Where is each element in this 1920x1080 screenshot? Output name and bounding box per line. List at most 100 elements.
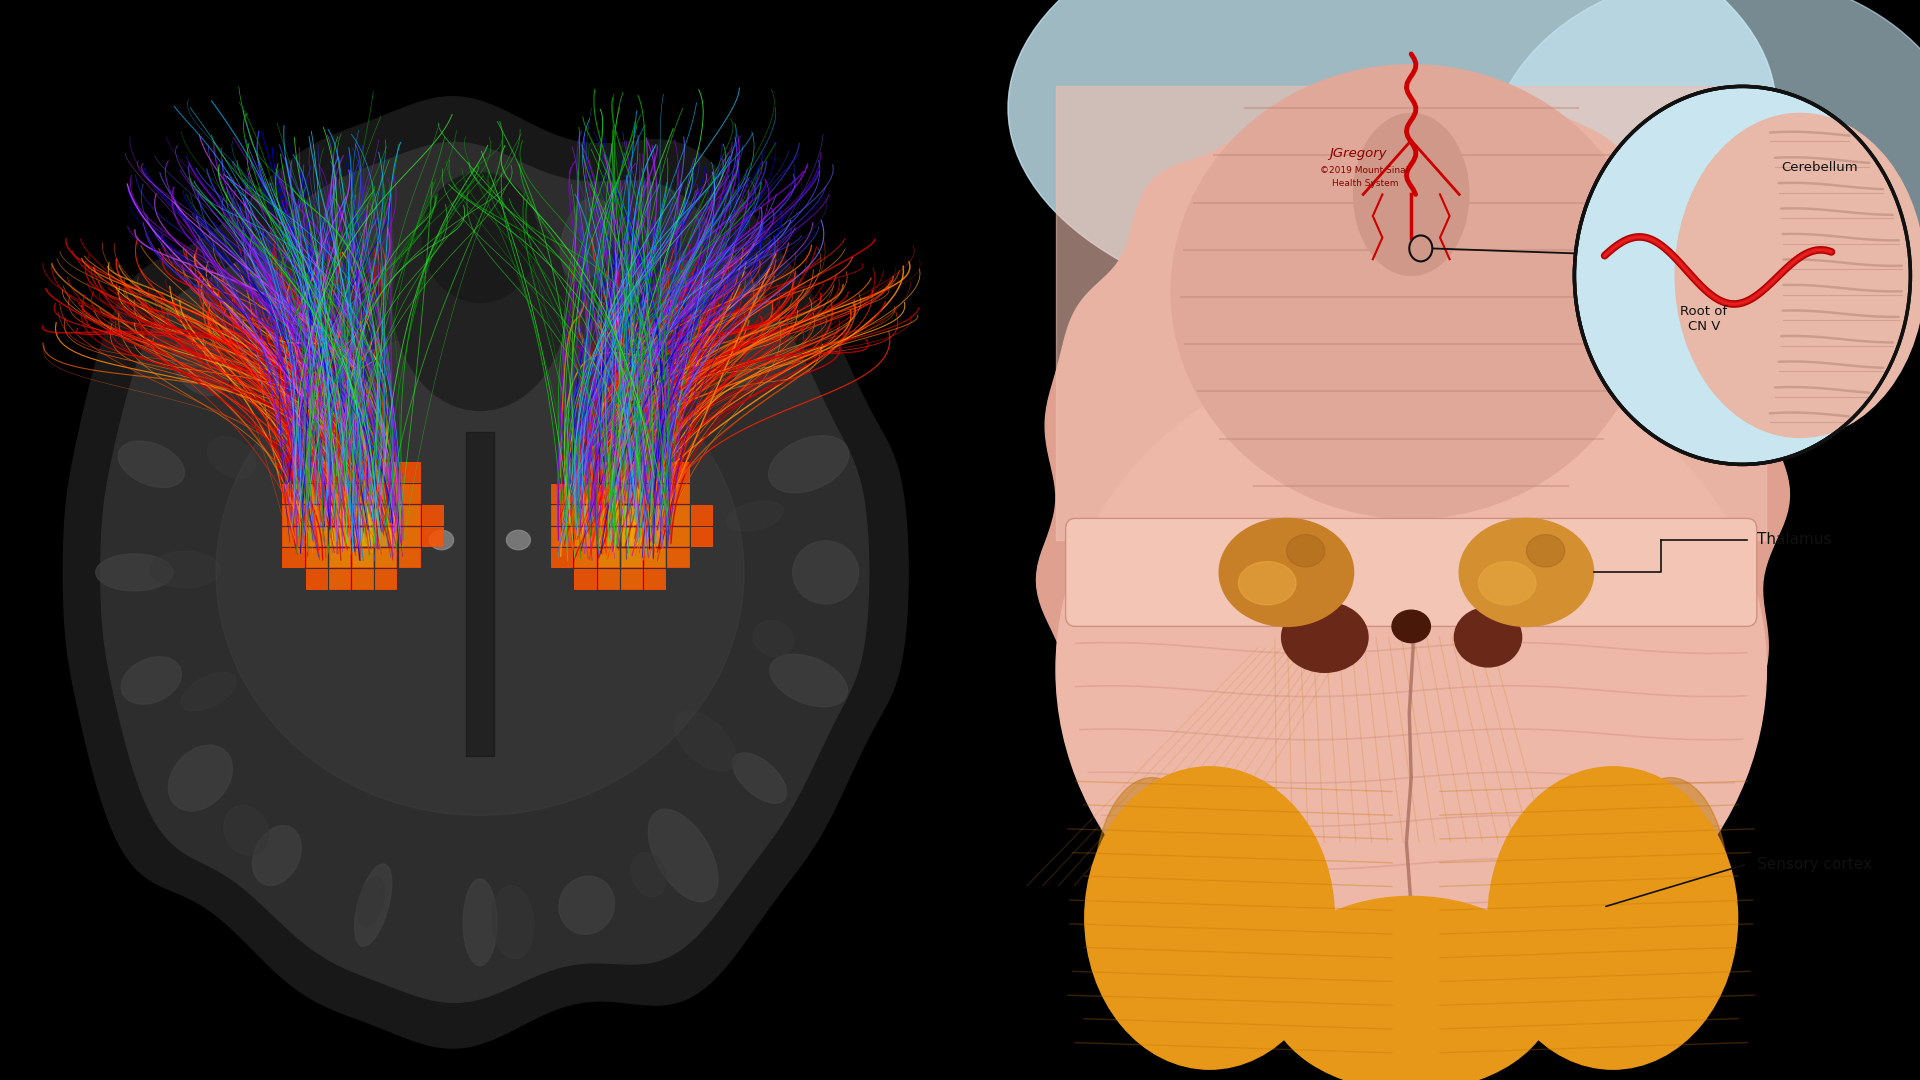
Bar (597, 548, 618, 567)
Bar (574, 569, 595, 589)
Ellipse shape (1171, 65, 1651, 518)
Ellipse shape (492, 242, 534, 326)
Ellipse shape (1354, 113, 1469, 275)
Bar (620, 569, 641, 589)
Bar (574, 484, 595, 503)
Ellipse shape (357, 877, 384, 927)
Bar (620, 505, 641, 525)
Ellipse shape (649, 809, 718, 902)
Ellipse shape (96, 554, 173, 591)
Bar (399, 505, 420, 525)
Ellipse shape (1267, 896, 1555, 1080)
Ellipse shape (1085, 767, 1334, 1069)
Ellipse shape (119, 441, 184, 487)
Bar (305, 527, 326, 546)
Bar (551, 548, 572, 567)
Text: Root of
CN V: Root of CN V (1680, 305, 1728, 333)
Ellipse shape (169, 745, 232, 811)
Bar (574, 527, 595, 546)
Ellipse shape (351, 192, 396, 287)
Bar (399, 462, 420, 482)
Ellipse shape (1056, 346, 1766, 994)
Ellipse shape (255, 261, 298, 318)
Bar (620, 484, 641, 503)
Text: Thalamus: Thalamus (1757, 532, 1832, 548)
Ellipse shape (1526, 535, 1565, 567)
FancyBboxPatch shape (1066, 518, 1757, 626)
Ellipse shape (735, 343, 783, 391)
Bar (620, 527, 641, 546)
Bar (551, 484, 572, 503)
Ellipse shape (1478, 562, 1536, 605)
Bar (574, 505, 595, 525)
Ellipse shape (793, 541, 858, 604)
Bar (399, 527, 420, 546)
Ellipse shape (1488, 0, 1920, 351)
Bar (645, 548, 666, 567)
Bar (597, 569, 618, 589)
Bar (620, 462, 641, 482)
Ellipse shape (1094, 778, 1210, 994)
Ellipse shape (463, 879, 497, 966)
Bar (668, 462, 689, 482)
Ellipse shape (632, 852, 666, 896)
Bar (351, 569, 372, 589)
Bar (305, 484, 326, 503)
Ellipse shape (674, 712, 735, 771)
Bar (376, 484, 397, 503)
Bar (328, 484, 349, 503)
Bar (376, 505, 397, 525)
Bar (282, 505, 303, 525)
Ellipse shape (1613, 778, 1728, 994)
Bar (305, 505, 326, 525)
Bar (282, 527, 303, 546)
Ellipse shape (753, 621, 793, 657)
Ellipse shape (422, 173, 538, 302)
Ellipse shape (355, 864, 392, 946)
Bar (305, 548, 326, 567)
Bar (645, 462, 666, 482)
Bar (305, 462, 326, 482)
Bar (620, 548, 641, 567)
Bar (574, 548, 595, 567)
Ellipse shape (430, 530, 453, 550)
Ellipse shape (561, 198, 612, 282)
Bar (328, 548, 349, 567)
Bar (668, 548, 689, 567)
Bar (645, 569, 666, 589)
Ellipse shape (657, 260, 710, 319)
Ellipse shape (726, 501, 783, 531)
Bar (305, 569, 326, 589)
Bar (668, 484, 689, 503)
Ellipse shape (1286, 535, 1325, 567)
Polygon shape (63, 97, 908, 1048)
Ellipse shape (507, 530, 530, 550)
Bar (399, 548, 420, 567)
Ellipse shape (733, 753, 787, 804)
Circle shape (1574, 86, 1910, 464)
Bar (376, 548, 397, 567)
Ellipse shape (451, 194, 509, 251)
Bar (574, 462, 595, 482)
Bar (645, 527, 666, 546)
Ellipse shape (180, 672, 236, 711)
Bar (328, 462, 349, 482)
Ellipse shape (1238, 562, 1296, 605)
Bar (328, 569, 349, 589)
Bar (668, 527, 689, 546)
Bar (351, 462, 372, 482)
Ellipse shape (770, 654, 847, 706)
Ellipse shape (611, 282, 653, 342)
Bar (691, 527, 712, 546)
Bar (376, 569, 397, 589)
Bar (597, 505, 618, 525)
Text: JGregory: JGregory (1329, 147, 1388, 160)
Bar (328, 505, 349, 525)
Bar (597, 462, 618, 482)
Bar (422, 527, 444, 546)
Bar (691, 505, 712, 525)
Polygon shape (1037, 76, 1789, 1004)
Ellipse shape (227, 281, 261, 322)
Bar (376, 462, 397, 482)
Ellipse shape (252, 825, 301, 886)
